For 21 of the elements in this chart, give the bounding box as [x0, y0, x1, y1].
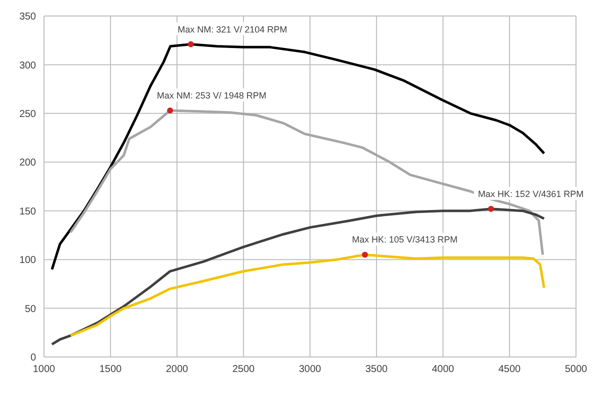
x-tick-label: 2000: [166, 364, 189, 376]
x-tick-label: 1000: [32, 364, 56, 376]
x-tick-label: 2500: [232, 364, 256, 376]
y-tick-label: 150: [19, 206, 36, 218]
x-tick-label: 4500: [498, 364, 522, 376]
x-tick-label: 3500: [365, 364, 388, 376]
x-tick-label: 5000: [564, 364, 588, 376]
y-tick-label: 350: [19, 12, 36, 23]
y-tick-label: 250: [19, 108, 36, 120]
y-tick-label: 300: [19, 60, 36, 72]
y-tick-label: 50: [24, 304, 36, 315]
annotation: Max NM: 253 V/ 1948 RPM: [156, 90, 266, 101]
annotation: Max HK: 105 V/3413 RPM: [352, 234, 458, 245]
y-tick-label: 100: [19, 255, 36, 266]
x-tick-label: 1500: [99, 364, 122, 376]
x-tick-label: 3000: [298, 364, 322, 376]
annotation: Max HK: 152 V/4361 RPM: [478, 188, 584, 199]
annotation: Max NM: 321 V/ 2104 RPM: [178, 24, 288, 34]
x-tick-label: 4000: [432, 364, 455, 376]
y-tick-label: 0: [30, 352, 36, 364]
y-tick-label: 200: [19, 158, 36, 169]
